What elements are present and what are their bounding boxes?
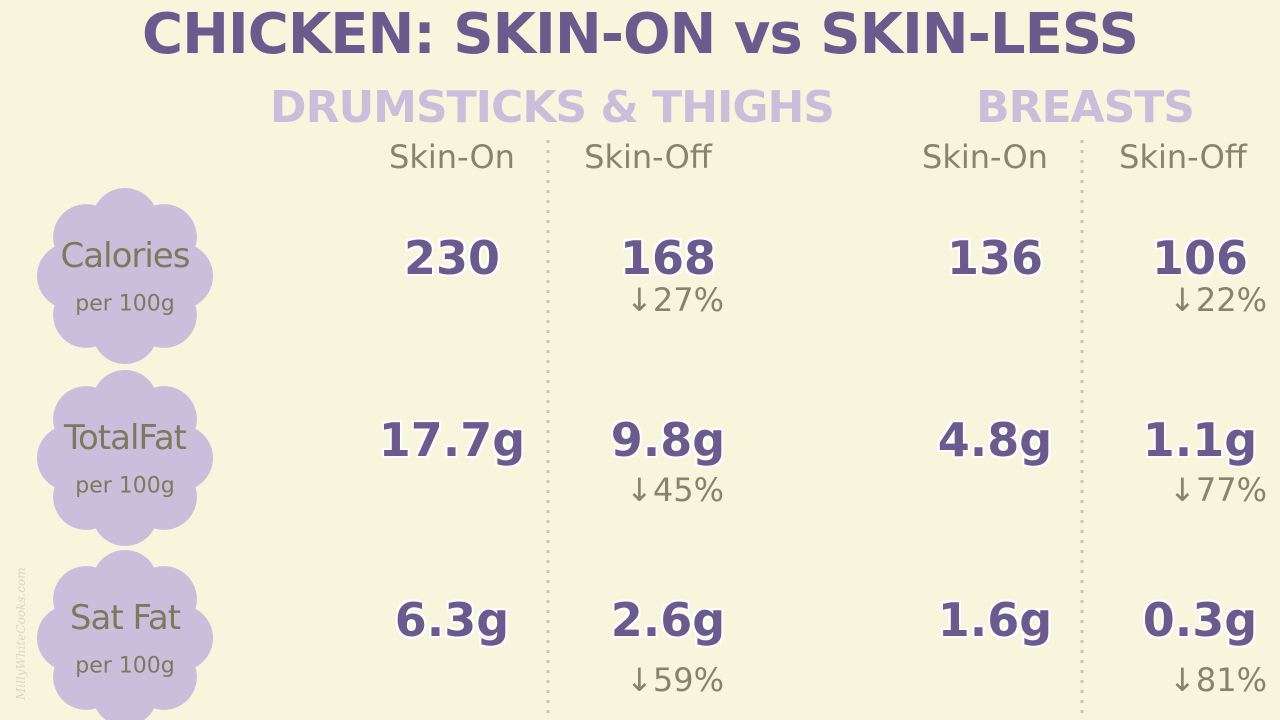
value: 106	[1151, 231, 1249, 285]
value: 2.6g	[610, 593, 726, 647]
value: 168	[619, 231, 717, 285]
row-unit: per 100g	[75, 473, 175, 499]
badges	[37, 188, 213, 720]
value: 1.1g	[1142, 413, 1258, 467]
value: 4.8g	[937, 413, 1053, 467]
value: 1.6g	[937, 593, 1053, 647]
change: ↓81%	[1169, 661, 1267, 699]
row-label: Sat Fat	[69, 598, 181, 638]
column-header: Skin-Off	[1119, 138, 1247, 176]
change: ↓59%	[626, 661, 724, 699]
column-header: Skin-Off	[584, 138, 712, 176]
badge	[37, 188, 213, 364]
row-unit: per 100g	[75, 291, 175, 317]
value: 136	[946, 231, 1044, 285]
value: 230	[403, 231, 501, 285]
group-header: DRUMSTICKS & THIGHS	[270, 82, 835, 133]
badge-petal	[130, 566, 197, 633]
value: 17.7g	[378, 413, 526, 467]
badge-petal	[130, 386, 197, 453]
change: ↓45%	[626, 471, 724, 509]
value: 6.3g	[394, 593, 510, 647]
value: 9.8g	[610, 413, 726, 467]
title: CHICKEN: SKIN-ON vs SKIN-LESS	[141, 2, 1139, 67]
change: ↓27%	[626, 281, 724, 319]
row-unit: per 100g	[75, 653, 175, 679]
badge	[37, 550, 213, 720]
badge	[37, 370, 213, 546]
watermark: MillyWhiteCooks.com	[14, 567, 28, 700]
change: ↓22%	[1169, 281, 1267, 319]
row-label: TotalFat	[63, 418, 187, 458]
row-label: Calories	[60, 236, 191, 276]
group-header: BREASTS	[976, 82, 1195, 133]
change: ↓77%	[1169, 471, 1267, 509]
badge-petal	[130, 204, 197, 271]
column-header: Skin-On	[922, 138, 1048, 176]
value: 0.3g	[1142, 593, 1258, 647]
column-header: Skin-On	[389, 138, 515, 176]
